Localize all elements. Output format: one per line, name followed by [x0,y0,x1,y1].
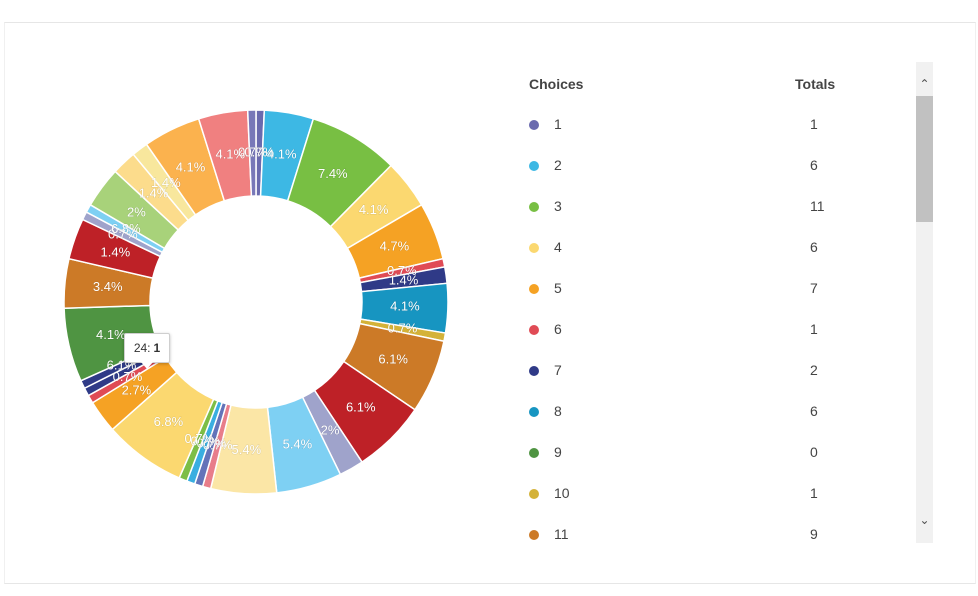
legend-total: 9 [810,526,818,542]
legend-choice: 1 [554,116,562,132]
scroll-up-icon[interactable]: ⌃ [919,77,930,91]
legend-dot-icon [529,489,539,499]
data-label: 6.8% [111,221,141,236]
legend-rows: 1 1 2 6 3 11 4 6 5 7 6 1 7 2 8 6 9 0 10 1 11 9 [520,104,916,543]
legend-dot-icon [529,120,539,130]
legend-row[interactable]: 11 9 [520,514,916,543]
legend-choice: 2 [554,157,562,173]
legend-row[interactable]: 3 11 [520,186,916,227]
data-label: 6.1% [378,352,408,367]
data-label: 0.7% [185,431,215,446]
tooltip-value: 1 [153,341,161,355]
data-label: 0.7% [197,436,227,451]
legend-dot-icon [529,202,539,212]
data-label: 2.7% [122,382,152,397]
legend-dot-icon [529,243,539,253]
data-label: 0.7% [191,434,221,449]
legend-header-choices: Choices [529,76,584,92]
legend-dot-icon [529,407,539,417]
legend-table: Choices Totals 1 1 2 6 3 11 4 6 5 7 6 1 7 2 8 6 9 0 10 1 11 9 [520,62,932,543]
data-label: 5.4% [232,442,262,457]
scroll-thumb[interactable] [916,96,933,222]
data-label: 0.7% [113,369,143,384]
data-label: 4.1% [176,160,206,175]
data-label: 0.7% [108,227,138,242]
donut-chart: 0.7%4.1%7.4%4.1%4.7%0.7%1.4%4.1%0.7%6.1%… [63,109,449,495]
legend-choice: 9 [554,444,562,460]
chart-panel [4,22,976,584]
data-label: 4.1% [96,327,126,342]
legend-choice: 3 [554,198,562,214]
data-label: 2% [321,423,340,438]
data-label: 3.4% [93,279,123,294]
legend-total: 6 [810,403,818,419]
data-label: 0.7% [244,144,274,159]
data-label: 4.1% [390,298,420,313]
legend-total: 7 [810,280,818,296]
legend-choice: 6 [554,321,562,337]
legend-choice: 10 [554,485,570,501]
data-label: 1.4% [139,185,169,200]
donut-slice-35[interactable] [246,109,257,197]
data-label: 6.8% [154,414,184,429]
data-label: 4.1% [215,147,245,162]
data-label: 1.4% [151,175,181,190]
legend-row[interactable]: 10 1 [520,473,916,514]
legend-choice: 8 [554,403,562,419]
legend-choice: 4 [554,239,562,255]
data-label: 4.1% [267,147,297,162]
data-label: 0.7% [388,321,418,336]
legend-dot-icon [529,366,539,376]
legend-choice: 5 [554,280,562,296]
data-label: 4.7% [380,238,410,253]
tooltip-label: 24: [133,341,151,355]
legend-dot-icon [529,530,539,540]
data-label: 0.7% [238,144,268,159]
data-label: 2% [127,205,146,220]
legend-total: 11 [810,198,825,214]
legend-dot-icon [529,161,539,171]
legend-dot-icon [529,284,539,294]
data-label: 1.4% [101,244,131,259]
legend-total: 6 [810,239,818,255]
data-label: 0.7% [387,263,417,278]
tooltip-arrow [141,362,153,369]
legend-total: 6 [810,157,818,173]
data-label: 4.1% [359,202,389,217]
legend-total: 1 [810,485,818,501]
legend-choice: 7 [554,362,562,378]
donut-data-labels: 0.7%4.1%7.4%4.1%4.7%0.7%1.4%4.1%0.7%6.1%… [92,144,420,458]
legend-scrollbar[interactable]: ⌃ ⌄ [916,62,933,543]
legend-total: 2 [810,362,818,378]
legend-header-totals: Totals [795,76,836,92]
data-label: 7.4% [318,166,348,181]
legend-total: 1 [810,116,818,132]
legend-total: 1 [810,321,818,337]
donut-slices [63,109,449,495]
legend-choice: 11 [554,526,569,542]
data-label: 5.4% [283,437,313,452]
chart-tooltip: 24: 1 [124,333,170,369]
scroll-down-icon[interactable]: ⌄ [919,513,930,527]
legend-total: 0 [810,444,818,460]
data-label: 6.1% [346,399,376,414]
data-label: 0.7% [203,437,233,452]
legend-dot-icon [529,448,539,458]
legend-dot-icon [529,325,539,335]
data-label: 1.4% [389,273,419,288]
